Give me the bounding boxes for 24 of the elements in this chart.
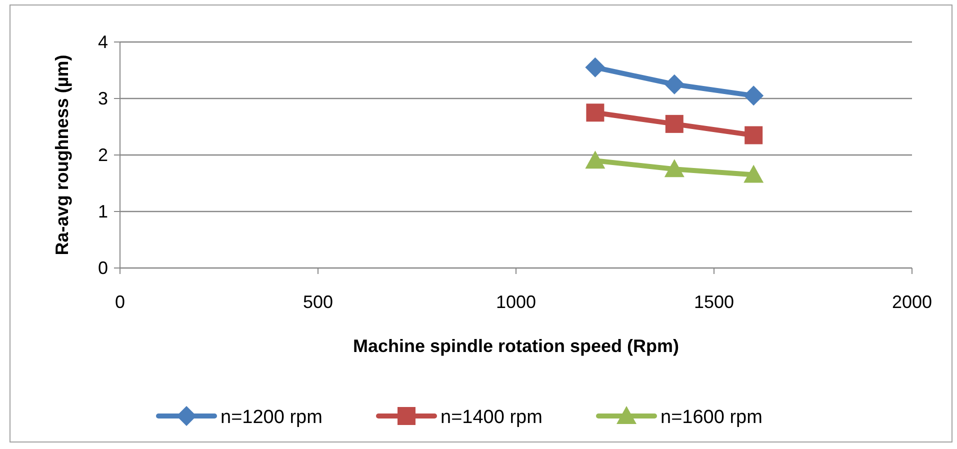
point xyxy=(664,159,684,178)
x-tick-label: 2000 xyxy=(892,292,932,312)
y-axis-title: Ra-avg roughness (µm) xyxy=(52,54,72,256)
point xyxy=(665,114,684,133)
x-axis-title: Machine spindle rotation speed (Rpm) xyxy=(352,336,680,356)
point xyxy=(585,57,606,78)
y-tick-label: 2 xyxy=(98,145,108,165)
point xyxy=(586,104,604,122)
point xyxy=(744,164,764,183)
point xyxy=(585,150,606,169)
legend-label: n=1600 rpm xyxy=(660,407,762,428)
x-tick-label: 500 xyxy=(302,292,334,312)
x-tick-label: 0 xyxy=(114,292,126,312)
legend-label: n=1200 rpm xyxy=(220,407,322,428)
point xyxy=(744,86,764,106)
point xyxy=(664,74,684,94)
y-tick-label: 1 xyxy=(98,202,108,222)
point xyxy=(744,126,763,144)
y-tick-label: 4 xyxy=(98,32,108,52)
x-tick-label: 1000 xyxy=(496,292,536,312)
y-tick-label: 0 xyxy=(98,258,108,278)
legend-label: n=1400 rpm xyxy=(440,407,542,428)
y-tick-label: 3 xyxy=(98,88,108,108)
x-tick-label: 1500 xyxy=(694,292,734,312)
